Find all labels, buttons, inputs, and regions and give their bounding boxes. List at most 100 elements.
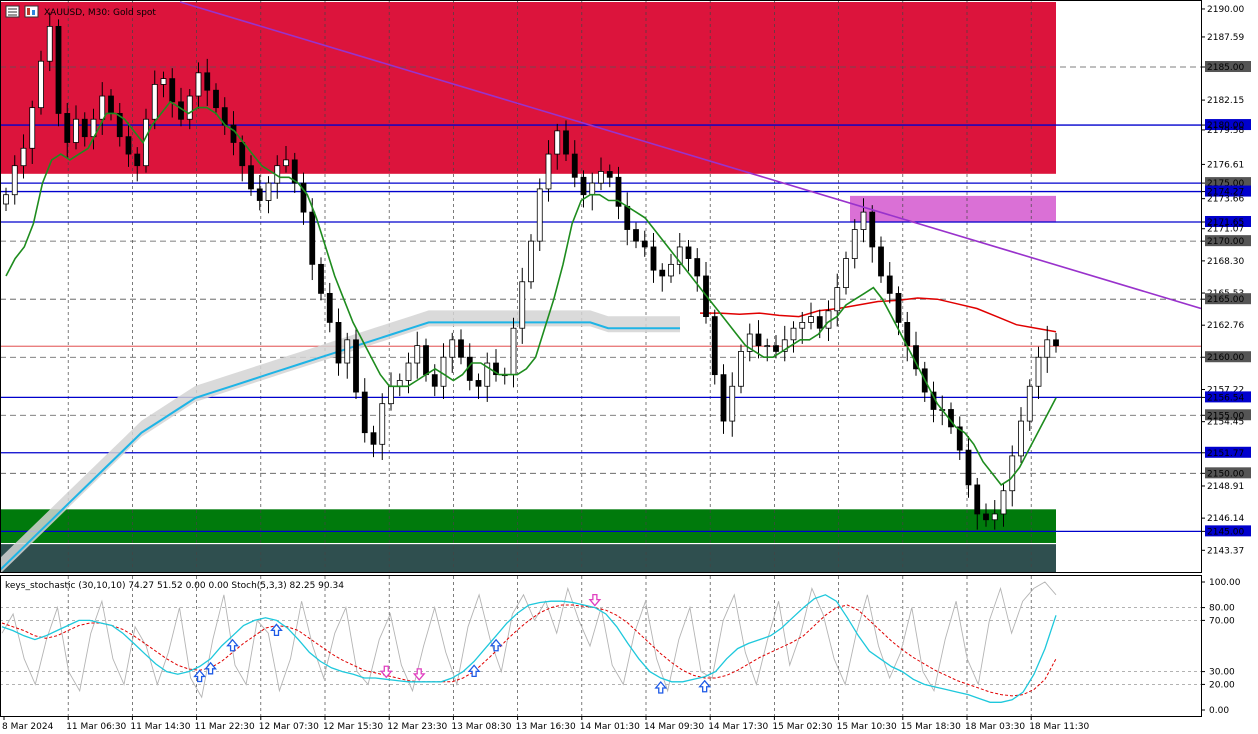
candle-body[interactable] <box>641 240 648 248</box>
candle-body[interactable] <box>335 322 342 364</box>
candle-body[interactable] <box>956 426 963 451</box>
candle-body[interactable] <box>624 205 631 230</box>
candle-body[interactable] <box>29 107 36 149</box>
candle-body[interactable] <box>510 327 517 376</box>
candle-body[interactable] <box>580 176 587 196</box>
candle-body[interactable] <box>834 287 841 312</box>
candle-body[interactable] <box>195 72 202 97</box>
sell-arrow-icon[interactable] <box>379 665 393 679</box>
candle-body[interactable] <box>781 339 788 352</box>
candle-body[interactable] <box>886 275 893 294</box>
candle-body[interactable] <box>755 333 762 347</box>
candle-body[interactable] <box>545 153 552 190</box>
candle-body[interactable] <box>571 153 578 178</box>
candle-body[interactable] <box>615 176 622 207</box>
candle-body[interactable] <box>563 130 569 155</box>
candle-body[interactable] <box>361 391 368 434</box>
candle-body[interactable] <box>676 246 683 265</box>
candle-body[interactable] <box>440 356 447 387</box>
candle-body[interactable] <box>353 339 359 393</box>
buy-arrow-icon[interactable] <box>270 623 283 637</box>
candle-body[interactable] <box>1000 490 1007 515</box>
candle-body[interactable] <box>423 345 429 376</box>
buy-arrow-icon[interactable] <box>467 664 481 678</box>
candle-body[interactable] <box>396 380 403 387</box>
candle-body[interactable] <box>186 95 193 120</box>
candle-body[interactable] <box>799 322 806 329</box>
candle-body[interactable] <box>370 432 377 445</box>
candle-body[interactable] <box>344 339 351 364</box>
candle-body[interactable] <box>318 263 324 294</box>
candle-body[interactable] <box>668 263 674 277</box>
candle-body[interactable] <box>449 339 456 358</box>
candle-body[interactable] <box>991 513 998 521</box>
candle-body[interactable] <box>458 339 464 358</box>
time-axis[interactable]: 8 Mar 2024 11 Mar 06:30 11 Mar 14:30 11 Mar… <box>2 716 1090 732</box>
candle-body[interactable] <box>974 484 981 515</box>
candle-body[interactable] <box>1053 339 1059 347</box>
candle-body[interactable] <box>843 258 849 288</box>
candle-body[interactable] <box>143 118 149 167</box>
candle-body[interactable] <box>589 182 596 196</box>
stochastic-axis[interactable]: 100.00 80.00 70.00 30.00 20.00 0.00 <box>1201 578 1241 716</box>
candle-body[interactable] <box>773 345 779 352</box>
candle-body[interactable] <box>528 240 534 283</box>
sell-arrow-icon[interactable] <box>588 593 602 607</box>
candle-body[interactable] <box>326 292 333 323</box>
candle-body[interactable] <box>720 374 727 422</box>
candle-body[interactable] <box>64 113 71 143</box>
price-pane[interactable] <box>0 0 1201 593</box>
candle-body[interactable] <box>878 246 884 277</box>
candle-body[interactable] <box>309 211 316 265</box>
buy-arrow-icon[interactable] <box>193 669 207 683</box>
candle-body[interactable] <box>484 362 491 387</box>
candle-body[interactable] <box>493 362 499 376</box>
candle-body[interactable] <box>169 78 176 103</box>
candle-body[interactable] <box>790 327 797 341</box>
candle-body[interactable] <box>808 316 814 323</box>
candle-body[interactable] <box>405 362 412 381</box>
candle-body[interactable] <box>554 130 561 155</box>
candle-body[interactable] <box>816 316 823 329</box>
candle-body[interactable] <box>965 449 972 486</box>
hamburger-menu-icon[interactable] <box>5 5 20 18</box>
candle-body[interactable] <box>851 229 858 259</box>
candle-body[interactable] <box>729 385 736 422</box>
candle-body[interactable] <box>108 95 114 114</box>
candle-body[interactable] <box>1044 339 1051 358</box>
candle-body[interactable] <box>738 351 744 387</box>
candle-body[interactable] <box>291 159 298 184</box>
candle-body[interactable] <box>519 281 526 329</box>
candle-body[interactable] <box>764 345 771 348</box>
candle-body[interactable] <box>414 345 421 364</box>
candle-body[interactable] <box>204 72 211 91</box>
sell-arrow-icon[interactable] <box>412 668 426 681</box>
candle-body[interactable] <box>38 60 44 109</box>
candle-body[interactable] <box>134 153 141 167</box>
buy-arrow-icon[interactable] <box>654 680 668 694</box>
candle-body[interactable] <box>379 403 386 445</box>
candle-body[interactable] <box>1018 420 1024 457</box>
candle-body[interactable] <box>895 292 902 323</box>
candle-body[interactable] <box>160 78 167 85</box>
symbol-chart-icon[interactable] <box>24 5 39 18</box>
candle-body[interactable] <box>283 159 289 167</box>
candle-body[interactable] <box>598 171 604 184</box>
downtrend-line[interactable] <box>179 1 1201 310</box>
candle-body[interactable] <box>536 188 543 242</box>
candle-body[interactable] <box>388 385 394 405</box>
candle-body[interactable] <box>300 182 307 213</box>
candle-body[interactable] <box>213 89 219 109</box>
candle-body[interactable] <box>256 188 263 201</box>
candle-body[interactable] <box>20 147 27 167</box>
candle-body[interactable] <box>860 211 867 230</box>
candle-body[interactable] <box>151 84 158 120</box>
candle-body[interactable] <box>46 25 53 62</box>
candle-body[interactable] <box>746 333 753 352</box>
stochastic-pane[interactable] <box>0 576 1201 716</box>
candle-body[interactable] <box>1026 385 1033 422</box>
candle-body[interactable] <box>694 258 701 277</box>
candle-body[interactable] <box>73 118 79 143</box>
candle-body[interactable] <box>81 118 88 138</box>
